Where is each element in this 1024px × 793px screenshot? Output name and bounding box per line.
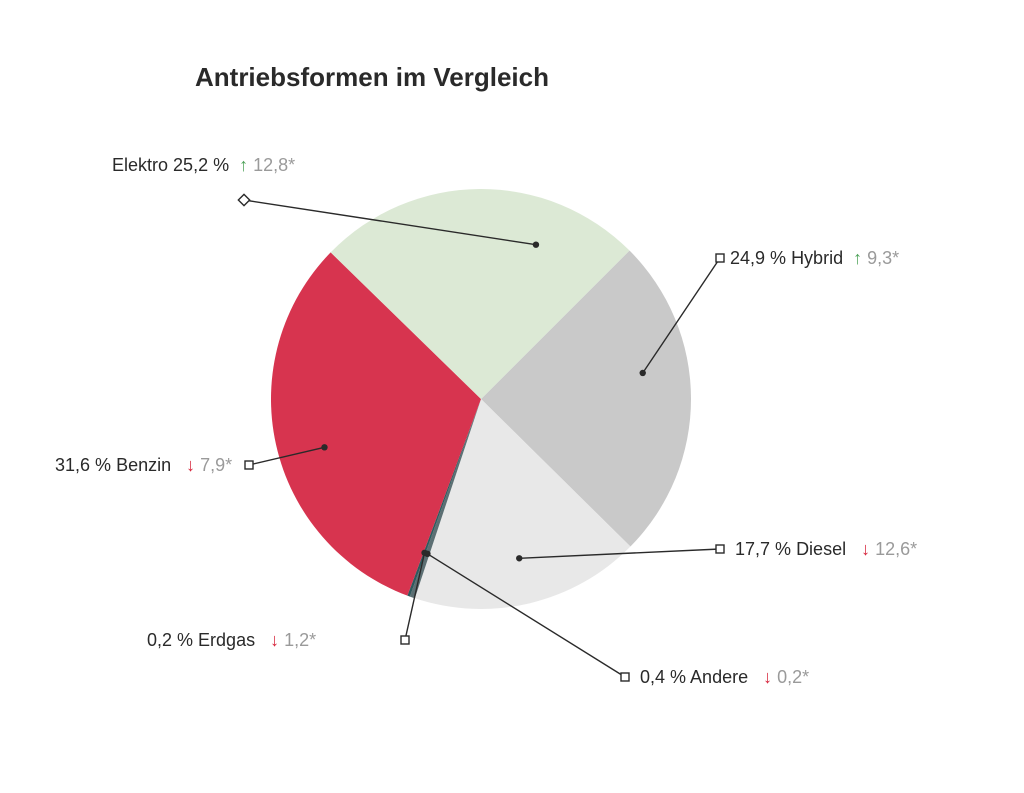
label-diesel: 17,7 % Diesel ↓ 12,6* <box>735 539 917 560</box>
chg-benzin: 7,9* <box>200 455 232 475</box>
pct-hybrid: 24,9 % <box>730 248 786 268</box>
name-erdgas: Erdgas <box>198 630 255 650</box>
label-erdgas: 0,2 % Erdgas ↓ 1,2* <box>147 630 316 651</box>
chart-container: Antriebsformen im Vergleich 24,9 % Hybri… <box>0 0 1024 793</box>
arrow-down-icon: ↓ <box>861 539 870 559</box>
chg-hybrid: 9,3* <box>867 248 899 268</box>
name-hybrid: Hybrid <box>791 248 843 268</box>
name-diesel: Diesel <box>796 539 846 559</box>
chart-title: Antriebsformen im Vergleich <box>195 62 549 93</box>
pie-chart <box>0 0 1024 793</box>
arrow-up-icon: ↑ <box>853 248 862 268</box>
pct-elektro: 25,2 % <box>173 155 229 175</box>
label-hybrid: 24,9 % Hybrid ↑ 9,3* <box>730 248 899 269</box>
pct-diesel: 17,7 % <box>735 539 791 559</box>
chg-andere: 0,2* <box>777 667 809 687</box>
chg-erdgas: 1,2* <box>284 630 316 650</box>
pct-benzin: 31,6 % <box>55 455 111 475</box>
name-benzin: Benzin <box>116 455 171 475</box>
name-elektro: Elektro <box>112 155 168 175</box>
name-andere: Andere <box>690 667 748 687</box>
arrow-up-icon: ↑ <box>239 155 248 175</box>
arrow-down-icon: ↓ <box>186 455 195 475</box>
label-benzin: 31,6 % Benzin ↓ 7,9* <box>55 455 232 476</box>
chg-diesel: 12,6* <box>875 539 917 559</box>
pct-andere: 0,4 % <box>640 667 686 687</box>
label-andere: 0,4 % Andere ↓ 0,2* <box>640 667 809 688</box>
label-elektro: Elektro 25,2 % ↑ 12,8* <box>112 155 295 176</box>
pct-erdgas: 0,2 % <box>147 630 193 650</box>
chg-elektro: 12,8* <box>253 155 295 175</box>
arrow-down-icon: ↓ <box>763 667 772 687</box>
arrow-down-icon: ↓ <box>270 630 279 650</box>
